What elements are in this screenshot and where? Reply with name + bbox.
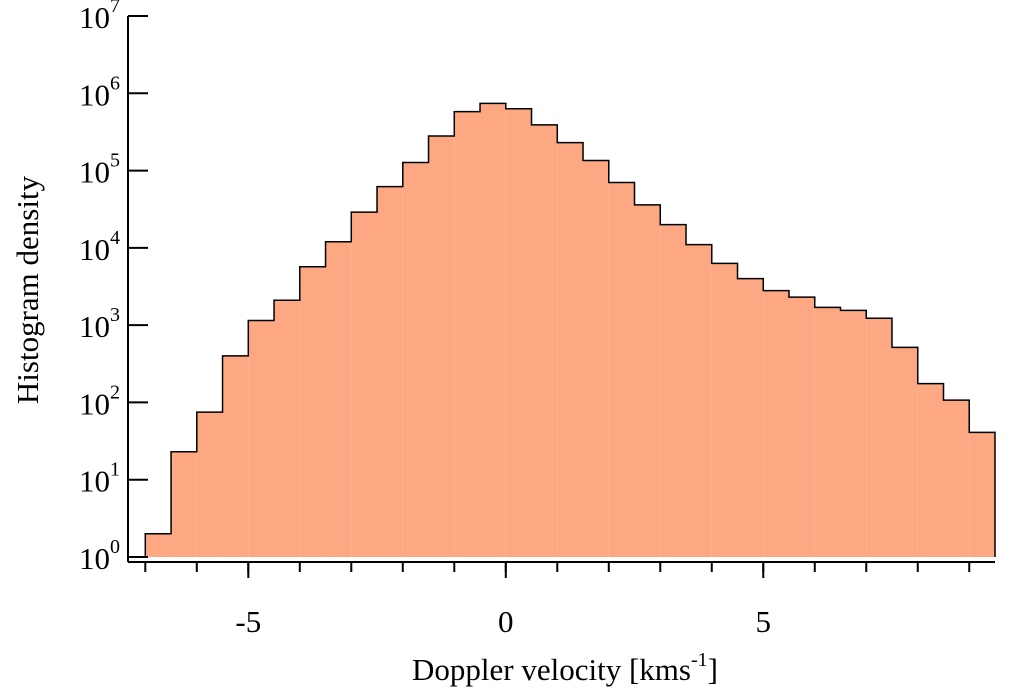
bar [454,111,481,558]
y-tick-label: 101 [79,459,120,499]
bar [480,103,506,557]
bar [531,124,558,558]
bar [969,432,995,557]
x-tick-label: 0 [498,604,514,639]
bar [866,318,893,557]
bar [299,266,326,557]
y-tick-exponent: 3 [110,304,120,326]
y-tick-label: 102 [79,381,120,421]
y-tick-label: 103 [79,304,120,344]
y-tick-base: 10 [79,232,110,267]
bar [711,263,738,557]
x-axis-title: Doppler velocity [kms-1] [412,649,718,687]
x-axis-title-sup: -1 [691,649,708,671]
y-tick-label: 104 [79,227,120,267]
bar [248,320,275,557]
y-tick-exponent: 1 [110,459,120,481]
bar [840,310,867,557]
bar [917,383,944,557]
bar [686,244,712,557]
y-tick-base: 10 [79,309,110,344]
x-tick-label: -5 [235,604,261,639]
bar [222,355,249,557]
bar [814,307,841,557]
y-tick-base: 10 [79,77,110,112]
y-tick-label: 107 [79,0,120,35]
y-tick-base: 10 [79,386,110,421]
bar [634,204,661,557]
bar [351,212,378,558]
y-tick-exponent: 2 [110,381,120,403]
bar [505,108,532,557]
y-axis-title: Histogram density [10,175,45,404]
y-tick-label: 100 [79,536,120,576]
y-tick-base: 10 [79,464,110,499]
bar [171,451,197,557]
y-tick-exponent: 0 [110,536,120,558]
y-tick-exponent: 5 [110,150,120,172]
bar [377,186,403,558]
histogram-outline [144,102,996,557]
bar [737,278,764,557]
bar [583,160,609,558]
x-tick-label: 5 [756,604,772,639]
bar [402,162,429,557]
bar [660,224,687,557]
y-tick-exponent: 7 [110,0,120,17]
y-tick-base: 10 [79,155,110,190]
y-tick-label: 105 [79,150,120,190]
bar [145,533,172,557]
bar [428,136,455,557]
x-axis-title-end: ] [708,652,718,687]
y-tick-base: 10 [79,0,110,35]
bar [789,297,815,557]
y-tick-label: 106 [79,72,120,112]
y-tick-base: 10 [79,541,110,576]
bar [892,347,918,557]
bar [196,412,223,557]
bar [557,142,584,557]
bar [943,400,970,557]
y-tick-exponent: 4 [110,227,120,249]
y-tick-exponent: 6 [110,72,120,94]
bar [608,182,635,557]
bar [763,290,790,557]
bar [274,300,300,557]
x-axis-title-text: Doppler velocity [kms [412,652,691,687]
bar [325,241,352,558]
